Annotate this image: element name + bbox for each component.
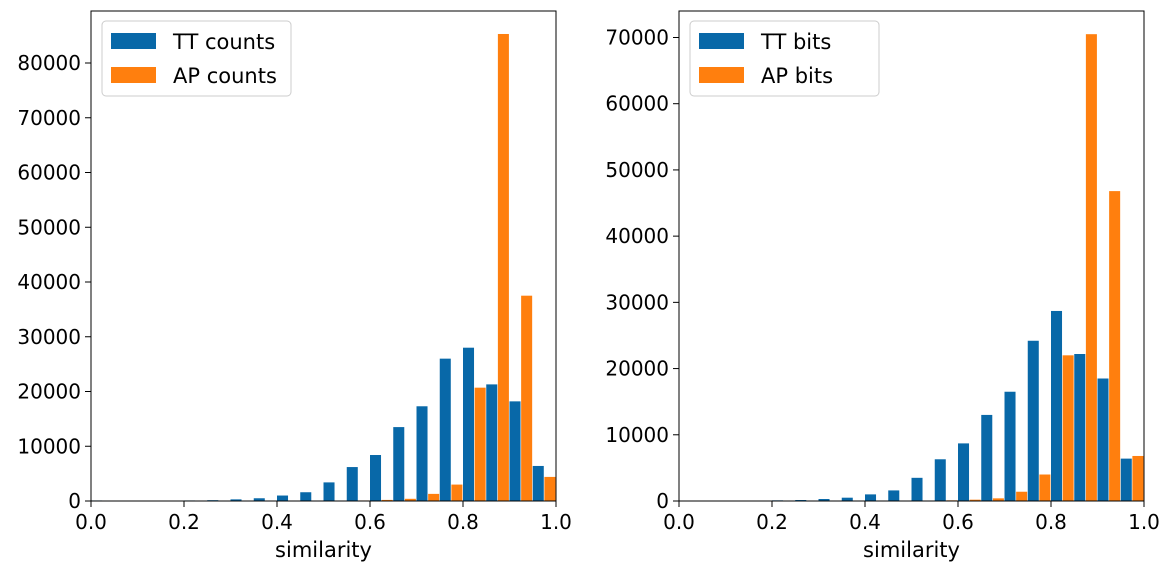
bar-ap-18 [1109, 191, 1121, 502]
bar-tt-16 [1051, 310, 1063, 501]
bar-ap-17 [497, 33, 509, 502]
x-tick-label: 1.0 [1128, 510, 1160, 534]
bar-tt-10 [911, 477, 923, 501]
x-tick-label: 0.0 [663, 510, 695, 534]
bar-tt-8 [865, 494, 877, 501]
bar-tt-12 [370, 455, 382, 501]
bar-tt-6 [818, 499, 830, 501]
y-tick-label: 0 [656, 489, 669, 513]
y-tick-label: 60000 [17, 161, 81, 185]
y-tick-label: 70000 [605, 25, 669, 49]
x-tick-label: 1.0 [540, 510, 572, 534]
bar-ap-19 [544, 476, 556, 501]
bar-ap-16 [474, 387, 486, 501]
legend-swatch-tt [111, 33, 156, 49]
bar-tt-18 [509, 401, 521, 501]
bar-tt-19 [532, 465, 544, 501]
x-tick-label: 0.6 [354, 510, 386, 534]
legend-swatch-tt [699, 33, 744, 49]
bar-ap-12 [381, 499, 393, 501]
bar-ap-17 [1085, 34, 1097, 502]
y-tick-label: 50000 [17, 215, 81, 239]
bar-ap-19 [1132, 455, 1144, 501]
bar-tt-9 [888, 490, 900, 501]
x-tick-label: 0.4 [261, 510, 293, 534]
bar-tt-8 [277, 495, 289, 501]
bar-ap-13 [404, 498, 416, 501]
legend-label-ap: AP bits [761, 64, 833, 88]
bar-tt-12 [958, 443, 970, 501]
legend-swatch-ap [699, 67, 744, 83]
legend-label-ap: AP counts [173, 64, 277, 88]
x-axis-label: similarity [863, 538, 960, 562]
y-tick-label: 20000 [17, 380, 81, 404]
x-tick-label: 0.8 [1035, 510, 1067, 534]
bar-tt-15 [439, 358, 451, 501]
bar-tt-17 [1074, 354, 1086, 501]
y-tick-label: 30000 [17, 325, 81, 349]
legend-swatch-ap [111, 67, 156, 83]
bar-tt-17 [486, 384, 498, 501]
axes-frame [90, 10, 557, 502]
x-tick-label: 0.2 [168, 510, 200, 534]
y-tick-label: 50000 [605, 158, 669, 182]
bar-ap-15 [451, 484, 463, 501]
legend-label-tt: TT bits [760, 30, 831, 54]
bar-tt-9 [300, 492, 312, 501]
bar-tt-6 [230, 499, 242, 501]
bar-tt-18 [1097, 378, 1109, 501]
y-tick-label: 0 [68, 489, 81, 513]
y-tick-label: 10000 [605, 423, 669, 447]
legend-label-tt: TT counts [172, 30, 275, 54]
bar-ap-15 [1039, 474, 1051, 501]
y-tick-label: 40000 [605, 224, 669, 248]
bar-tt-14 [416, 406, 428, 501]
bar-tt-11 [934, 459, 946, 501]
bar-tt-7 [253, 498, 265, 501]
x-axis-label: similarity [275, 538, 372, 562]
x-tick-label: 0.2 [756, 510, 788, 534]
x-tick-label: 0.8 [447, 510, 479, 534]
x-tick-label: 0.4 [849, 510, 881, 534]
chart-panel-counts: 0.0 0.2 0.4 0.6 0.8 1.0 0 10000 20000 30000 40000 5… [17, 10, 572, 562]
bar-tt-14 [1004, 391, 1016, 501]
bar-tt-11 [346, 467, 358, 501]
bar-tt-19 [1120, 458, 1132, 501]
x-tick-label: 0.6 [942, 510, 974, 534]
x-tick-label: 0.0 [75, 510, 107, 534]
y-tick-label: 40000 [17, 270, 81, 294]
bar-ap-13 [992, 498, 1004, 501]
y-tick-label: 30000 [605, 290, 669, 314]
y-tick-label: 80000 [17, 51, 81, 75]
axes-frame [678, 10, 1145, 502]
bar-tt-16 [463, 347, 475, 501]
bar-tt-10 [323, 482, 335, 501]
bar-tt-13 [981, 414, 993, 501]
bar-ap-14 [428, 493, 440, 501]
y-tick-label: 10000 [17, 434, 81, 458]
bar-tt-13 [393, 427, 405, 501]
bar-ap-14 [1016, 491, 1028, 501]
y-tick-label: 60000 [605, 92, 669, 116]
bar-tt-7 [841, 497, 853, 501]
bar-ap-12 [969, 499, 981, 501]
bar-ap-16 [1062, 355, 1074, 501]
bar-tt-15 [1027, 340, 1039, 501]
bar-ap-18 [521, 295, 533, 501]
y-tick-label: 20000 [605, 357, 669, 381]
y-tick-label: 70000 [17, 106, 81, 130]
chart-panel-bits: 0.0 0.2 0.4 0.6 0.8 1.0 0 10000 20000 30000 40000 5… [605, 10, 1160, 562]
